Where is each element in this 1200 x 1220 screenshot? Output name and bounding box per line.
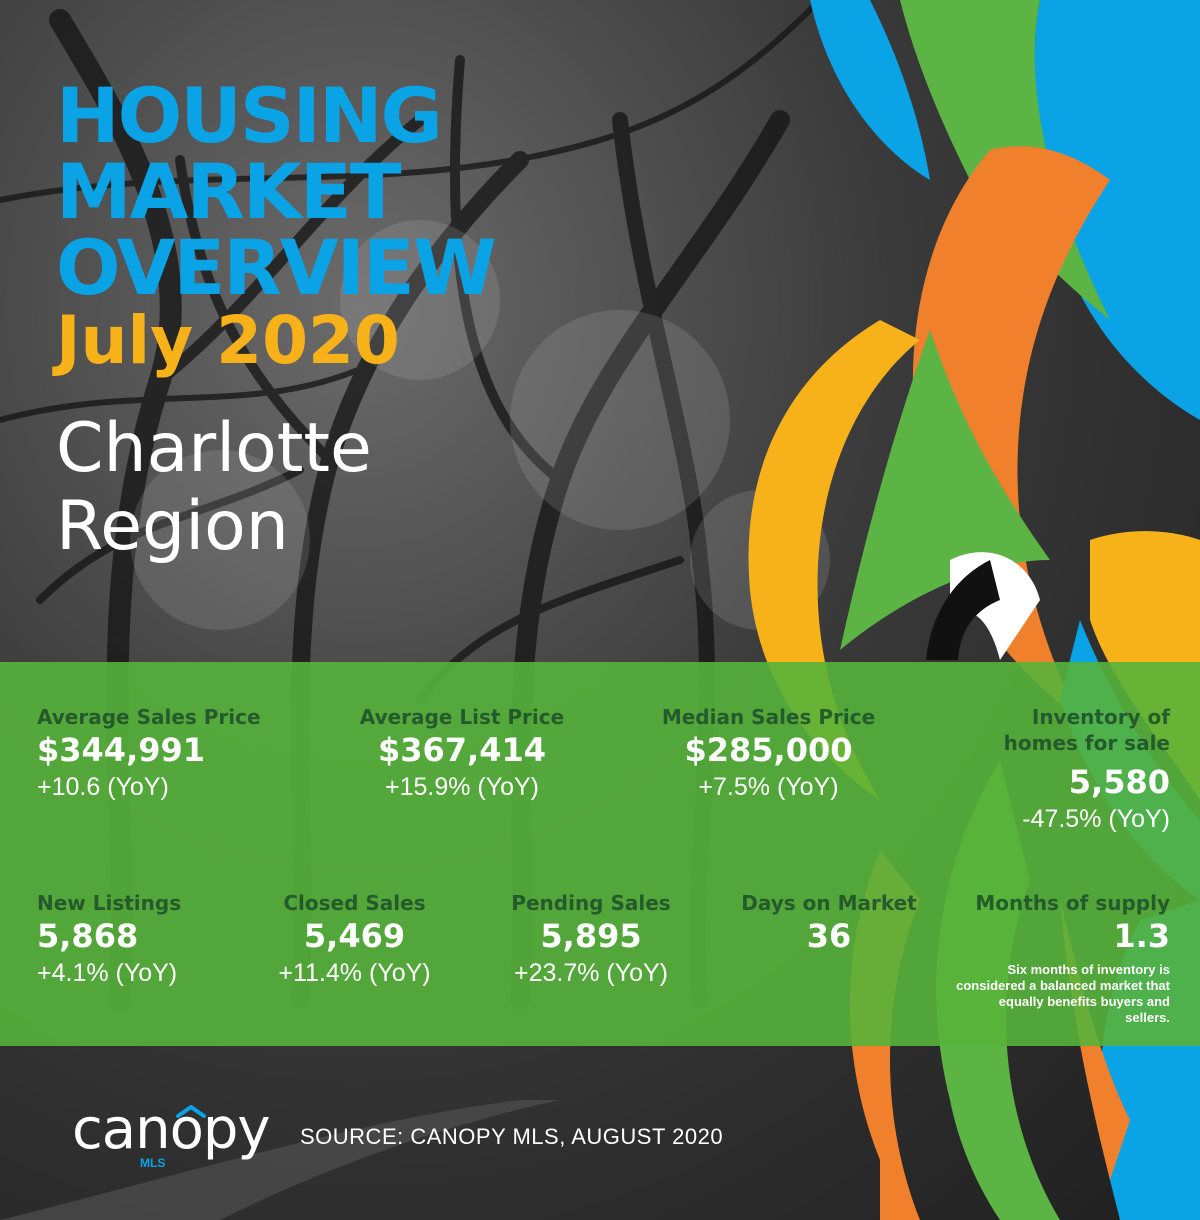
- stat-label: Closed Sales: [283, 891, 426, 915]
- region-name: Charlotte Region: [56, 409, 372, 566]
- stat-value: $285,000: [684, 731, 853, 769]
- stat-change: +15.9% (YoY): [384, 773, 540, 801]
- stat-inventory: Inventory of homes for sale 5,580 -47.5%…: [990, 704, 1170, 836]
- stat-pending-sales: Pending Sales 5,895 +23.7% (YoY): [496, 890, 686, 990]
- stat-value: $344,991: [37, 731, 206, 769]
- brand-wordmark: canopy: [72, 1097, 271, 1162]
- source-credit: SOURCE: CANOPY MLS, AUGUST 2020: [300, 1124, 724, 1149]
- stat-label: New Listings: [37, 891, 182, 915]
- stat-value: 5,580: [1068, 763, 1170, 801]
- canopy-logo: canopy MLS: [72, 1097, 271, 1171]
- stat-change: +10.6 (YoY): [37, 773, 169, 801]
- stat-days-on-market: Days on Market 36: [720, 890, 938, 956]
- stat-label: Average Sales Price: [37, 705, 261, 729]
- stat-value: 5,895: [540, 917, 642, 955]
- stat-value: $367,414: [377, 731, 546, 769]
- stat-change: +11.4% (YoY): [278, 959, 431, 987]
- stat-months-of-supply: Months of supply 1.3 Six months of inven…: [955, 890, 1170, 1026]
- stat-label: Pending Sales: [511, 891, 671, 915]
- report-period: July 2020: [56, 302, 400, 379]
- stat-change: +23.7% (YoY): [513, 959, 669, 987]
- stat-value: 5,868: [37, 917, 139, 955]
- stat-value: 1.3: [1113, 917, 1170, 955]
- stat-label: Months of supply: [975, 891, 1170, 915]
- stat-change: -47.5% (YoY): [1022, 805, 1170, 833]
- stat-average-list-price: Average List Price $367,414 +15.9% (YoY): [342, 704, 582, 804]
- stat-change: +7.5% (YoY): [698, 773, 839, 801]
- brand-sub: MLS: [140, 1156, 166, 1170]
- stat-label: Median Sales Price: [661, 705, 876, 729]
- stat-label: Days on Market: [741, 891, 917, 915]
- stat-new-listings: New Listings 5,868 +4.1% (YoY): [37, 890, 237, 990]
- roof-icon: [176, 1105, 206, 1118]
- page-title: HOUSING MARKET OVERVIEW: [56, 71, 497, 312]
- stat-label: Average List Price: [359, 705, 565, 729]
- stat-change: +4.1% (YoY): [37, 959, 178, 987]
- stat-label: Inventory of homes for sale: [1003, 705, 1170, 755]
- stat-value: 36: [806, 917, 852, 955]
- stat-median-sales-price: Median Sales Price $285,000 +7.5% (YoY): [646, 704, 891, 804]
- stats-band: [0, 662, 1200, 1046]
- stat-note: Six months of inventory is considered a …: [956, 962, 1170, 1025]
- stat-value: 5,469: [303, 917, 406, 955]
- stat-closed-sales: Closed Sales 5,469 +11.4% (YoY): [262, 890, 447, 990]
- stat-average-sales-price: Average Sales Price $344,991 +10.6 (YoY): [37, 704, 297, 804]
